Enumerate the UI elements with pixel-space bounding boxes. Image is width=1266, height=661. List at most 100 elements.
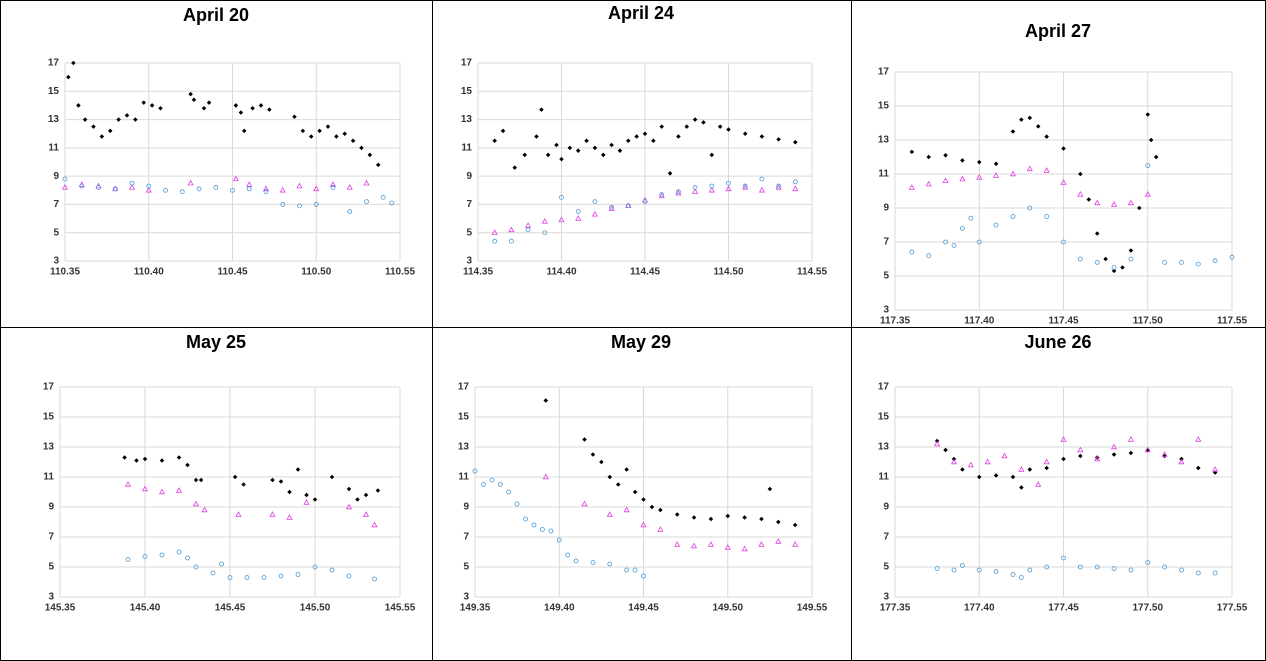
point xyxy=(219,561,224,567)
point xyxy=(525,222,532,228)
point xyxy=(726,127,731,132)
x-tick-label: 114.55 xyxy=(797,267,827,278)
point xyxy=(925,180,932,187)
chart-title: April 27 xyxy=(1025,21,1091,41)
point xyxy=(158,488,166,495)
point xyxy=(149,103,155,108)
x-tick-label: 117.55 xyxy=(1217,316,1247,327)
point xyxy=(238,110,244,115)
y-tick-label: 13 xyxy=(461,114,473,125)
point xyxy=(1094,455,1101,462)
point xyxy=(1153,154,1159,160)
point xyxy=(1127,436,1134,442)
point xyxy=(1061,239,1066,245)
x-tick-label: 145.55 xyxy=(385,603,416,614)
point xyxy=(206,100,212,105)
y-tick-label: 7 xyxy=(466,199,472,210)
point xyxy=(1195,570,1201,576)
point xyxy=(976,239,982,245)
point xyxy=(641,573,646,579)
point xyxy=(287,489,292,495)
point xyxy=(1162,259,1167,265)
point xyxy=(371,521,378,528)
point xyxy=(270,477,275,483)
x-tick-label: 110.35 xyxy=(50,267,80,278)
point xyxy=(193,564,199,570)
y-tick-label: 17 xyxy=(458,382,470,393)
point xyxy=(573,558,579,564)
y-tick-label: 11 xyxy=(878,169,889,180)
point xyxy=(634,134,639,139)
y-tick-label: 7 xyxy=(48,532,54,543)
point xyxy=(142,554,148,559)
point xyxy=(1094,259,1100,265)
point xyxy=(608,205,615,211)
point xyxy=(1145,112,1151,117)
point xyxy=(792,179,798,185)
point xyxy=(993,161,999,167)
point xyxy=(951,242,957,248)
point xyxy=(61,184,69,190)
point xyxy=(176,549,182,555)
point xyxy=(943,239,948,245)
point xyxy=(993,473,999,478)
point xyxy=(191,97,197,103)
point xyxy=(342,131,347,136)
x-tick-label: 149.55 xyxy=(797,603,828,614)
point xyxy=(134,458,139,463)
point xyxy=(1018,575,1024,580)
point xyxy=(232,474,238,480)
x-tick-label: 117.45 xyxy=(1048,316,1078,327)
point xyxy=(993,222,999,228)
point xyxy=(491,229,498,235)
point xyxy=(776,137,781,142)
point xyxy=(1196,465,1201,471)
x-tick-label: 177.55 xyxy=(1217,603,1248,614)
point xyxy=(615,482,621,487)
point xyxy=(1212,466,1219,472)
point xyxy=(775,184,782,190)
point xyxy=(1001,452,1008,459)
y-tick-label: 5 xyxy=(883,271,889,282)
point xyxy=(1195,436,1202,442)
point xyxy=(1077,446,1084,453)
point xyxy=(330,185,336,190)
x-tick-label: 149.35 xyxy=(460,603,491,614)
point xyxy=(1128,256,1134,262)
point xyxy=(590,452,596,457)
y-tick-label: 13 xyxy=(43,442,55,453)
x-tick-label: 145.35 xyxy=(45,603,76,614)
point xyxy=(984,458,991,465)
y-tick-label: 11 xyxy=(48,142,59,153)
point xyxy=(717,124,723,129)
point xyxy=(943,447,948,453)
point xyxy=(1044,465,1049,471)
point xyxy=(508,226,515,233)
point xyxy=(1019,485,1024,490)
point xyxy=(359,145,364,151)
point xyxy=(497,482,503,487)
point xyxy=(1178,458,1185,465)
point xyxy=(976,567,982,573)
point xyxy=(295,572,301,577)
point xyxy=(492,138,497,144)
point xyxy=(1078,453,1083,459)
x-tick-label: 149.40 xyxy=(544,603,575,614)
point xyxy=(481,482,486,487)
y-tick-label: 9 xyxy=(466,171,472,182)
point xyxy=(926,154,931,160)
point xyxy=(334,134,339,139)
point xyxy=(269,511,276,517)
point xyxy=(129,180,135,186)
point xyxy=(142,456,148,462)
point xyxy=(642,199,648,205)
x-tick-label: 110.40 xyxy=(134,267,164,278)
y-tick-label: 5 xyxy=(463,562,469,573)
x-tick-label: 177.40 xyxy=(964,603,995,614)
point xyxy=(1077,190,1084,197)
point xyxy=(185,555,190,561)
point xyxy=(657,526,664,532)
chart-title: April 20 xyxy=(183,5,249,25)
y-tick-label: 13 xyxy=(48,114,60,125)
point xyxy=(540,527,545,532)
